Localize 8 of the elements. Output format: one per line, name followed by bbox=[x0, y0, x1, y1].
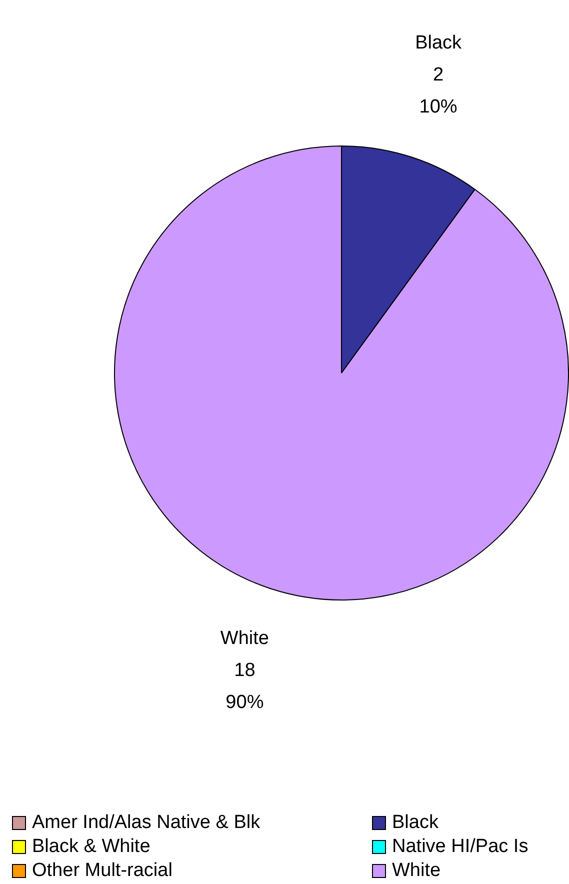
legend-label: Black bbox=[392, 812, 438, 834]
data-label: White 18 90% bbox=[220, 628, 269, 714]
legend-label: White bbox=[392, 860, 441, 882]
legend-label: Black & White bbox=[32, 836, 150, 858]
data-label: Black 2 10% bbox=[415, 32, 462, 118]
legend-label: Other Mult-racial bbox=[32, 860, 172, 882]
legend-label: Native HI/Pac Is bbox=[392, 836, 528, 858]
legend-label: Amer Ind/Alas Native & Blk bbox=[32, 812, 260, 834]
